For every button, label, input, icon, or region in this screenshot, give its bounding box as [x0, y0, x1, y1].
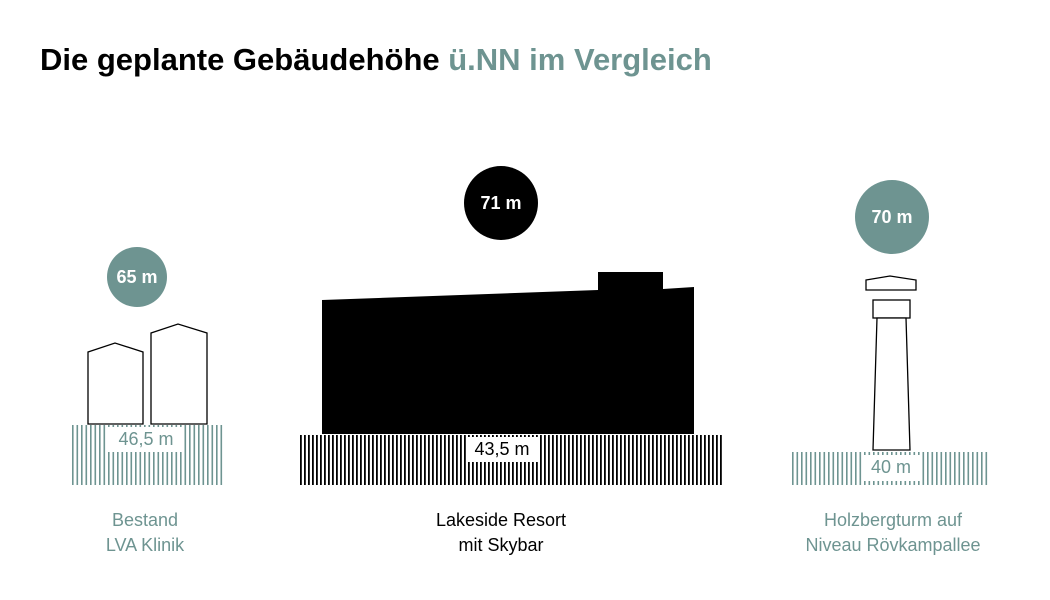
building-left: 65 m 46,5 m Bestand LVA Klinik — [70, 247, 225, 555]
house — [150, 323, 208, 425]
building-name: Lakeside Resort — [436, 510, 566, 530]
tower-shaft — [872, 317, 911, 451]
building-name: Holzbergturm auf — [824, 510, 963, 530]
ground-label: 40 m — [871, 457, 911, 477]
height-badge — [107, 247, 167, 307]
building-name: mit Skybar — [458, 535, 543, 555]
building-name: Bestand — [112, 510, 178, 530]
tower-head — [872, 299, 911, 319]
height-label: 71 m — [480, 193, 521, 213]
ground-label-box — [862, 455, 920, 481]
ground-label-box — [108, 427, 184, 452]
building-name: LVA Klinik — [106, 535, 185, 555]
ground-label: 46,5 m — [118, 429, 173, 449]
title-highlight: ü.NN im Vergleich — [448, 42, 712, 77]
house — [87, 342, 144, 425]
height-label: 70 m — [871, 207, 912, 227]
height-label: 65 m — [116, 267, 157, 287]
ground-label: 43,5 m — [474, 439, 529, 459]
tower-cap — [865, 275, 917, 291]
resort-building — [322, 272, 694, 434]
building-name: Niveau Rövkampallee — [805, 535, 980, 555]
title-main: Die geplante Gebäudehöhe — [40, 42, 440, 77]
building-middle: 71 m 43,5 m Lakeside Resort mit Skybar — [300, 166, 722, 555]
building-right: 70 m 40 m Holzbergturm auf Niveau Rövkam… — [790, 180, 990, 555]
ground-label-box — [466, 437, 538, 462]
height-badge — [855, 180, 929, 254]
title: Die geplante Gebäudehöhe ü.NN im Verglei… — [40, 42, 712, 77]
height-badge — [464, 166, 538, 240]
